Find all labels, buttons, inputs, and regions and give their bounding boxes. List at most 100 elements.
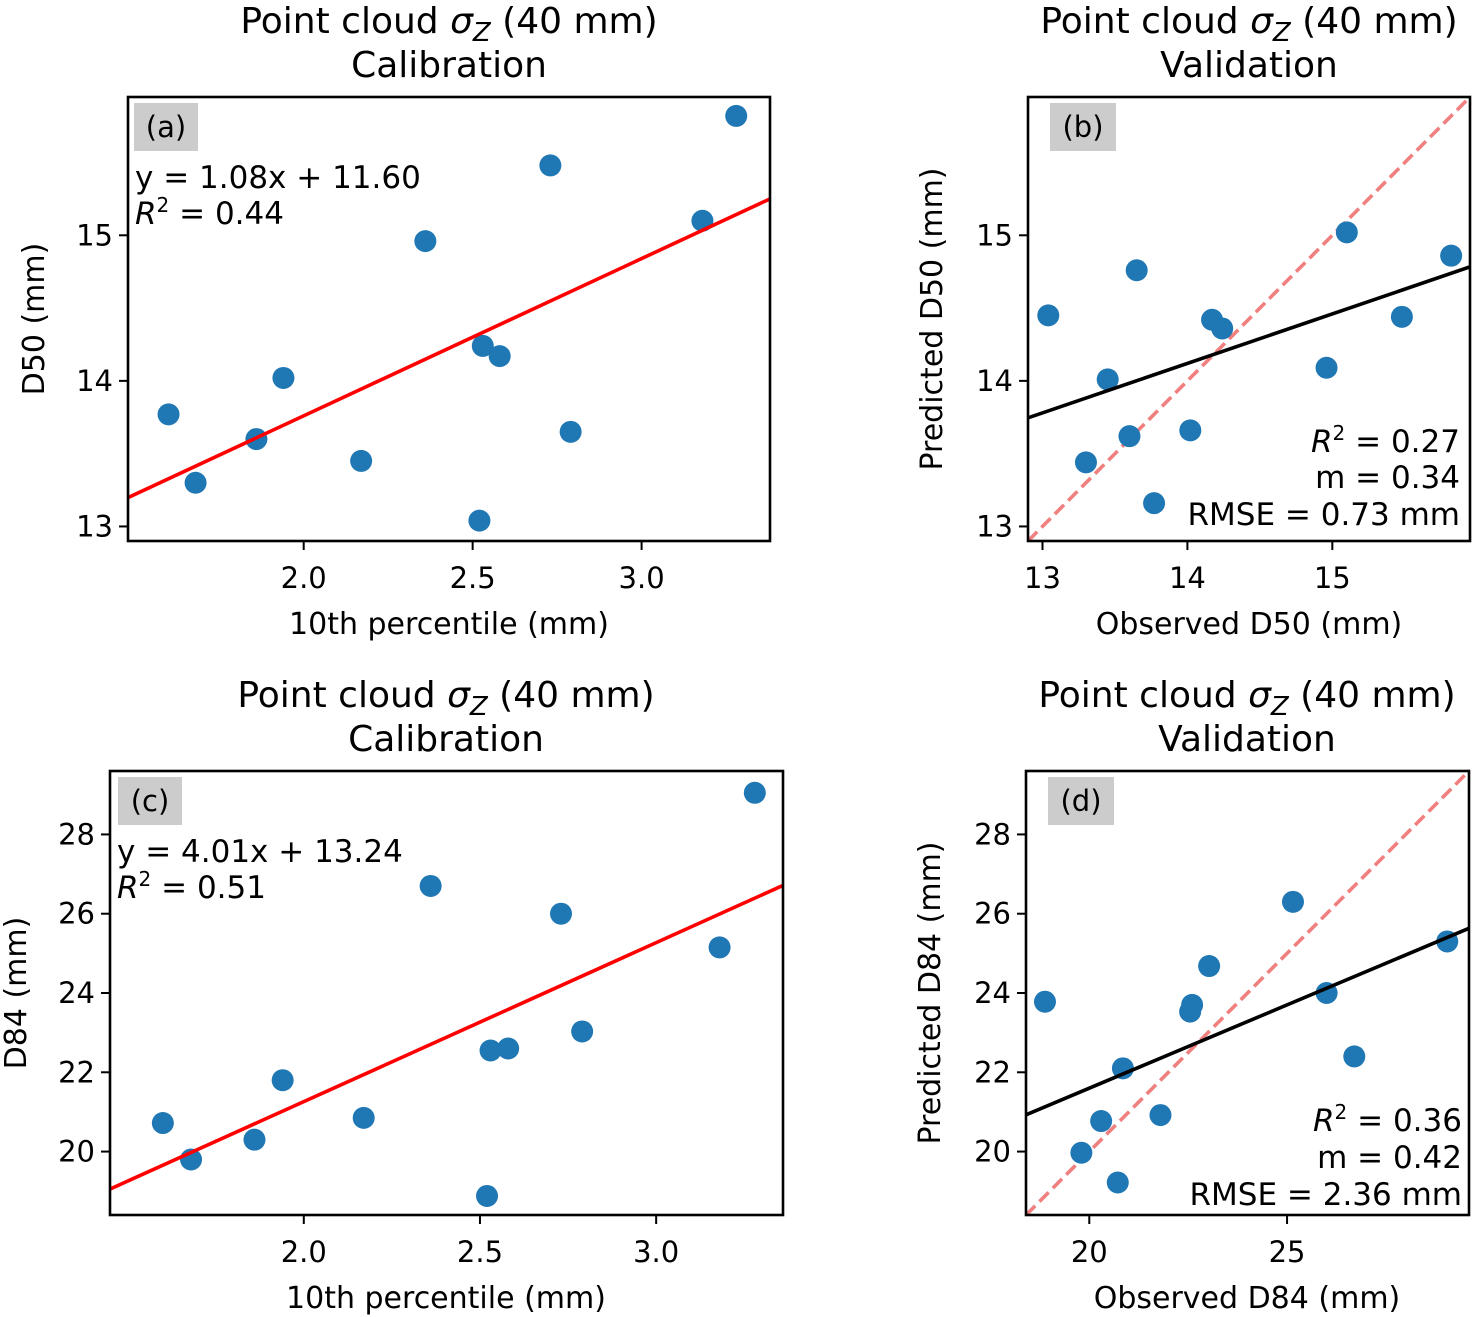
- panel-b-point: [1315, 356, 1338, 379]
- panel-a-tag: (a): [146, 110, 186, 144]
- panel-b-one-to-one-line: [1028, 97, 1470, 541]
- panel-d-xlabel: Observed D84 (mm): [1094, 1281, 1401, 1316]
- panel-b-point: [1335, 221, 1358, 244]
- panel-a-point: [539, 154, 562, 177]
- panel-a-frame: [126, 95, 772, 543]
- panel-b-tag: (b): [1062, 110, 1103, 144]
- panel-a-xlabel: 10th percentile (mm): [289, 607, 609, 642]
- panel-d-ytick-label: 22: [974, 1055, 1011, 1089]
- panel-d-title-sigma: σ: [1248, 675, 1272, 716]
- panel-b-point: [1179, 419, 1202, 442]
- panel-a-marks: [128, 104, 770, 532]
- panel-a-point: [350, 449, 373, 472]
- panel-a-ylabel: D50 (mm): [17, 243, 52, 396]
- panel-b-title-main: Point cloud: [1040, 1, 1250, 42]
- panel-b-point: [1390, 305, 1413, 328]
- panel-b: Point cloud σZ (40 mm) Validation 13 14 15…: [915, 1, 1472, 642]
- panel-c-point: [743, 781, 766, 804]
- panel-a-title-sigma: σ: [450, 1, 474, 42]
- panel-c-point: [271, 1069, 294, 1092]
- panel-b-title-sub: Z: [1272, 18, 1292, 48]
- panel-c-ylabel: D84 (mm): [0, 917, 34, 1070]
- panel-d-title-line2: Validation: [1158, 719, 1336, 760]
- panel-a-fit-line: [128, 197, 770, 500]
- panel-c-point: [151, 1112, 174, 1135]
- panel-d-point: [1111, 1057, 1134, 1080]
- panel-d-marks: [1026, 771, 1469, 1215]
- panel-c-point: [243, 1128, 266, 1151]
- panel-a-point: [488, 345, 511, 368]
- panel-a-point: [468, 509, 491, 532]
- panel-a-point: [272, 366, 295, 389]
- panel-b-point: [1037, 304, 1060, 327]
- panel-b-plot-area: 13 14 15 13 14 15: [976, 95, 1472, 595]
- panel-a-r2: R2 = 0.44: [135, 193, 284, 232]
- panel-b-ytick-label: 14: [976, 364, 1013, 398]
- panel-b-point: [1074, 451, 1097, 474]
- panel-d-point: [1070, 1141, 1093, 1164]
- panel-b-title-sigma: σ: [1250, 1, 1274, 42]
- panel-b-point: [1125, 259, 1148, 282]
- panel-c-ytick-label: 20: [58, 1135, 95, 1169]
- panel-a-xtick-label: 2.5: [450, 561, 496, 595]
- panel-c-plot-area: 2.0 2.5 3.0 20 22 24 26 28: [58, 769, 785, 1269]
- panel-c-point: [352, 1106, 375, 1129]
- panel-c-ytick-label: 26: [58, 897, 95, 931]
- panel-b-ytick-label: 15: [976, 218, 1013, 252]
- panel-d-ytick-label: 28: [974, 817, 1011, 851]
- panel-d-title-line1: Point cloud σZ (40 mm): [1038, 675, 1455, 722]
- panel-d-xtick-label: 25: [1269, 1235, 1306, 1269]
- panel-c-point: [476, 1184, 499, 1207]
- panel-d-point: [1343, 1045, 1366, 1068]
- panel-d-fit-line: [1026, 926, 1469, 1117]
- panel-d-point: [1090, 1110, 1113, 1133]
- panel-d-xtick-label: 20: [1071, 1235, 1108, 1269]
- panel-b-m: m = 0.34: [1315, 460, 1460, 496]
- panel-a-point: [157, 403, 180, 426]
- panel-a-point: [725, 104, 748, 127]
- panel-c-point: [497, 1037, 520, 1060]
- panel-b-frame: [1026, 95, 1472, 543]
- panel-a-plot-area: 2.0 2.5 3.0 13 14 15: [76, 95, 772, 595]
- panel-b-rmse: RMSE = 0.73 mm: [1187, 497, 1460, 533]
- panel-c-fit-line: [110, 883, 783, 1191]
- panel-b-marks: [1028, 97, 1470, 541]
- panel-c-point: [550, 902, 573, 925]
- panel-c-ytick-label: 24: [58, 976, 95, 1010]
- panel-b-xtick-label: 15: [1314, 561, 1351, 595]
- panel-c-title-line2: Calibration: [348, 719, 544, 760]
- panel-d-title-sub: Z: [1270, 692, 1290, 722]
- panel-d-one-to-one-line: [1026, 771, 1469, 1215]
- panel-a-xtick-label: 2.0: [281, 561, 327, 595]
- panel-d-point: [1106, 1171, 1129, 1194]
- panel-a-equation: y = 1.08x + 11.60: [135, 160, 421, 196]
- panel-a-ytick-label: 13: [76, 509, 113, 543]
- panel-c-xtick-label: 3.0: [633, 1235, 679, 1269]
- panel-c: Point cloud σZ (40 mm) Calibration 2.0 2.…: [0, 675, 785, 1316]
- panel-d-title-paren: (40 mm): [1289, 675, 1456, 716]
- panel-a-title-main: Point cloud: [240, 1, 450, 42]
- panel-d-point: [1181, 993, 1204, 1016]
- panel-c-r2: R2 = 0.51: [117, 867, 266, 906]
- panel-b-title-line2: Validation: [1160, 45, 1338, 86]
- panel-b-tag-box: [1050, 103, 1116, 151]
- panel-b-title-paren: (40 mm): [1291, 1, 1458, 42]
- panel-c-title-paren: (40 mm): [488, 675, 655, 716]
- panel-c-title-line1: Point cloud σZ (40 mm): [237, 675, 654, 722]
- panel-d: Point cloud σZ (40 mm) Validation 20 2520…: [913, 675, 1471, 1316]
- panel-d-plot-area: 20 25 20 22 24 26 28: [974, 769, 1471, 1269]
- panel-a-title-line2: Calibration: [351, 45, 547, 86]
- panel-c-tag: (c): [131, 784, 170, 818]
- panel-c-point: [708, 936, 731, 959]
- panel-c-tag-box: [118, 777, 182, 825]
- panel-d-point: [1281, 890, 1304, 913]
- panel-d-ytick-label: 26: [974, 897, 1011, 931]
- panel-a-title-sub: Z: [472, 18, 492, 48]
- panel-a-ytick-label: 14: [76, 364, 113, 398]
- panel-d-point: [1033, 990, 1056, 1013]
- panel-c-point: [479, 1039, 502, 1062]
- panel-c-xtick-label: 2.5: [457, 1235, 503, 1269]
- panel-b-xtick-label: 14: [1169, 561, 1206, 595]
- panel-d-ytick-label: 24: [974, 976, 1011, 1010]
- panel-c-xtick-label: 2.0: [281, 1235, 327, 1269]
